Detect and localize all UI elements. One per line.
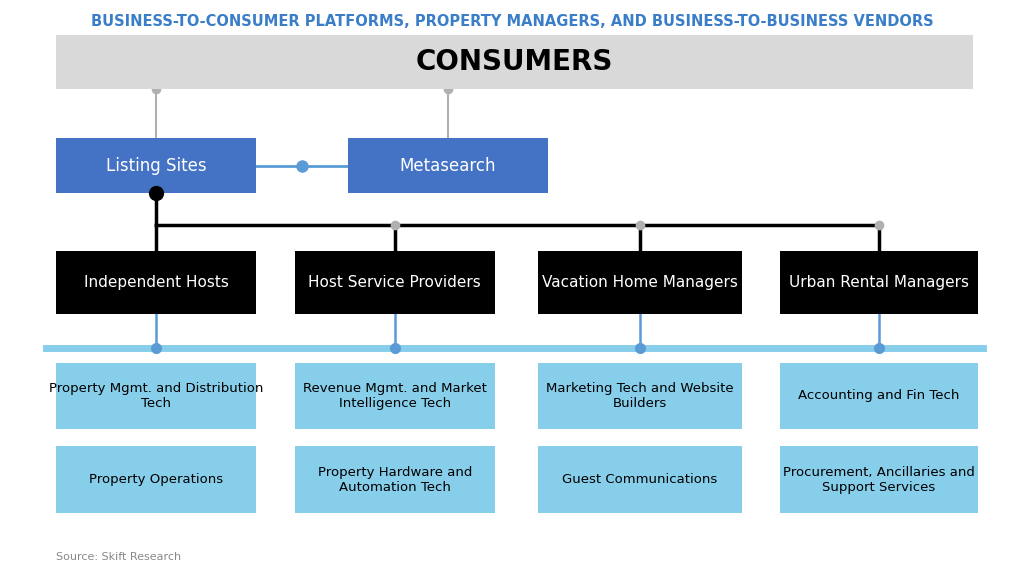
FancyBboxPatch shape xyxy=(56,138,256,193)
FancyBboxPatch shape xyxy=(538,251,742,314)
FancyBboxPatch shape xyxy=(780,363,978,429)
Text: Host Service Providers: Host Service Providers xyxy=(308,275,481,290)
Text: Property Hardware and
Automation Tech: Property Hardware and Automation Tech xyxy=(317,465,472,494)
Text: Guest Communications: Guest Communications xyxy=(562,473,718,486)
Text: Metasearch: Metasearch xyxy=(399,157,497,175)
Text: Source: Skift Research: Source: Skift Research xyxy=(56,552,181,562)
Text: Vacation Home Managers: Vacation Home Managers xyxy=(542,275,738,290)
Text: Listing Sites: Listing Sites xyxy=(105,157,207,175)
FancyBboxPatch shape xyxy=(295,363,495,429)
FancyBboxPatch shape xyxy=(295,446,495,513)
Text: Accounting and Fin Tech: Accounting and Fin Tech xyxy=(799,389,959,403)
Text: CONSUMERS: CONSUMERS xyxy=(416,48,613,76)
Text: Marketing Tech and Website
Builders: Marketing Tech and Website Builders xyxy=(546,382,734,410)
FancyBboxPatch shape xyxy=(56,251,256,314)
FancyBboxPatch shape xyxy=(780,251,978,314)
FancyBboxPatch shape xyxy=(295,251,495,314)
FancyBboxPatch shape xyxy=(538,446,742,513)
FancyBboxPatch shape xyxy=(56,35,973,89)
FancyBboxPatch shape xyxy=(56,363,256,429)
Text: Procurement, Ancillaries and
Support Services: Procurement, Ancillaries and Support Ser… xyxy=(783,465,975,494)
Text: Property Mgmt. and Distribution
Tech: Property Mgmt. and Distribution Tech xyxy=(49,382,263,410)
Text: Independent Hosts: Independent Hosts xyxy=(84,275,228,290)
Text: Urban Rental Managers: Urban Rental Managers xyxy=(790,275,969,290)
Text: BUSINESS-TO-CONSUMER PLATFORMS, PROPERTY MANAGERS, AND BUSINESS-TO-BUSINESS VEND: BUSINESS-TO-CONSUMER PLATFORMS, PROPERTY… xyxy=(91,14,933,29)
Text: Revenue Mgmt. and Market
Intelligence Tech: Revenue Mgmt. and Market Intelligence Te… xyxy=(303,382,486,410)
Text: Property Operations: Property Operations xyxy=(89,473,223,486)
FancyBboxPatch shape xyxy=(780,446,978,513)
FancyBboxPatch shape xyxy=(538,363,742,429)
FancyBboxPatch shape xyxy=(56,446,256,513)
FancyBboxPatch shape xyxy=(348,138,548,193)
